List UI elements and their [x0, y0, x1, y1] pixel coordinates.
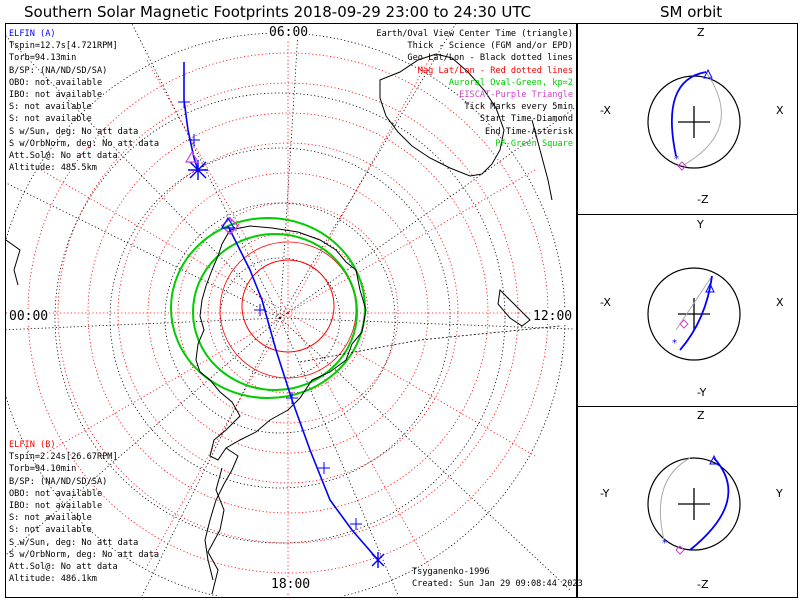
legend: Earth/Oval View Center Time (triangle) T… — [376, 28, 573, 150]
antarctica-coast — [195, 225, 367, 461]
hour-label-left: 00:00 — [8, 309, 50, 324]
hour-label-right: 12:00 — [532, 309, 574, 324]
svg-text:*: * — [672, 338, 677, 349]
sm-orbit-title: SM orbit — [660, 3, 723, 21]
view-center-triangle — [220, 216, 236, 229]
elfin-a-line: S w/Sun, deg: No att data — [9, 126, 139, 137]
elfin-b-line: IBO: not available — [9, 501, 103, 512]
elfin-a-line: Att.Sol@: No att data — [9, 151, 118, 162]
legend-item: Geo Lat/Lon - Black dotted lines — [407, 53, 573, 64]
elfin-a-line: Altitude: 485.5km — [9, 163, 97, 174]
new-zealand-coast — [497, 288, 531, 327]
elfin-a-line: S: not available — [9, 102, 92, 113]
elfin-a-name: ELFIN (A) — [9, 29, 56, 39]
legend-item: Mag Lat/Lon - Red dotted lines — [417, 65, 573, 76]
svg-text:*: * — [674, 154, 679, 165]
sm1-top: Z — [697, 26, 705, 39]
south-america-coast — [207, 467, 225, 595]
terminator-line — [299, 325, 561, 363]
sm2-bottom: -Y — [697, 386, 707, 399]
elfin-b-line: Altitude: 486.1km — [9, 574, 97, 585]
elfin-b-line: S w/Sun, deg: No att data — [9, 537, 139, 548]
sm-divider-1 — [577, 214, 797, 215]
legend-item: PF-Green Square — [495, 138, 573, 149]
hour-label-bottom: 18:00 — [270, 577, 312, 592]
legend-item: Earth/Oval View Center Time (triangle) — [376, 29, 573, 39]
sm-panel-yz: * — [647, 454, 741, 555]
svg-text:*: * — [662, 538, 667, 549]
elfin-a-line: Tspin=12.7s[4.721RPM] — [9, 41, 118, 52]
elfin-b-line: Tspin=2.24s[26.67RPM] — [9, 452, 118, 463]
elfin-b-name: ELFIN (B) — [9, 440, 56, 450]
created-label: Created: Sun Jan 29 09:08:44 2023 — [412, 579, 583, 589]
sm3-top: Z — [697, 409, 705, 422]
elfin-a-info: ELFIN (A) Tspin=12.7s[4.721RPM] Torb=94.… — [9, 28, 159, 174]
model-label: Tsyganenko-1996 — [412, 567, 490, 577]
sm1-left: -X — [600, 104, 611, 117]
geo-longitude-lines — [6, 24, 575, 596]
sm2-top: Y — [697, 218, 704, 231]
legend-item: Start Time-Diamond — [479, 114, 573, 125]
hour-label-top: 06:00 — [268, 25, 310, 40]
sm3-left: -Y — [600, 487, 610, 500]
sm3-right: Y — [776, 487, 783, 500]
end-time-asterisk — [188, 160, 208, 180]
africa-coast — [6, 239, 21, 286]
elfin-b-line: OBO: not available — [9, 488, 103, 499]
legend-item: Thick - Science (FGM and/or EPD) — [407, 41, 573, 52]
islands-coast — [531, 119, 553, 201]
elfin-b-line: S: not available — [9, 513, 92, 524]
sm1-bottom: -Z — [697, 193, 709, 206]
mag-inner-circle — [241, 259, 335, 353]
elfin-a-line: S: not available — [9, 114, 92, 125]
peninsula — [204, 447, 239, 581]
legend-item: Tick Marks every 5min — [464, 102, 573, 113]
elfin-a-tick-verticals — [183, 96, 357, 530]
elfin-a-line: Torb=94.13min — [9, 53, 77, 64]
sm1-right: X — [776, 104, 784, 117]
sm-panel-xz: * — [647, 68, 741, 171]
elfin-b-line: S: not available — [9, 525, 92, 536]
australia-coast — [379, 53, 505, 177]
elfin-a-line: B/SP: (NA/ND/SD/SA) — [9, 65, 108, 76]
end-time-asterisk-2 — [371, 552, 385, 568]
elfin-b-line: Att.Sol@: No att data — [9, 562, 118, 573]
sm-divider-2 — [577, 406, 797, 407]
elfin-b-line: S w/OrbNorm, deg: No att data — [9, 549, 160, 560]
elfin-a-line: S w/OrbNorm, deg: No att data — [9, 138, 160, 149]
sm-panel-xy: * — [647, 267, 741, 361]
sm3-bottom: -Z — [697, 578, 709, 591]
sm2-left: -X — [600, 296, 611, 309]
page-title: Southern Solar Magnetic Footprints 2018-… — [24, 3, 532, 21]
legend-item: EISCAT-Purple Triangle — [459, 90, 573, 101]
legend-item: Auroral Oval-Green, kp=2 — [448, 77, 573, 88]
elfin-b-line: Torb=94.10min — [9, 464, 77, 475]
elfin-a-line: OBO: not available — [9, 77, 103, 88]
map-frame — [5, 23, 577, 598]
sm-frame — [577, 23, 798, 598]
sm2-right: X — [776, 296, 784, 309]
elfin-b-info: ELFIN (B) Tspin=2.24s[26.67RPM] Torb=94.… — [9, 439, 159, 585]
elfin-b-line: B/SP: (NA/ND/SD/SA) — [9, 476, 108, 487]
elfin-a-line: IBO: not available — [9, 90, 103, 101]
legend-item: End Time-Asterisk — [485, 126, 573, 137]
eiscat-triangle — [184, 150, 200, 163]
